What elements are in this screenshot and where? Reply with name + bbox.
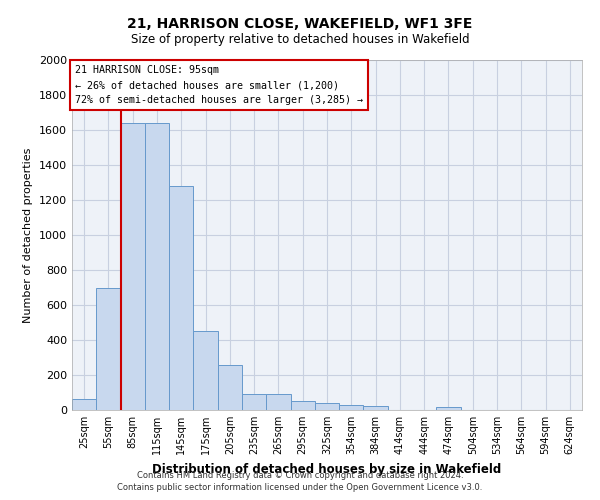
Y-axis label: Number of detached properties: Number of detached properties [23,148,34,322]
Bar [121,123,145,410]
Bar [193,331,218,410]
Text: 21 HARRISON CLOSE: 95sqm
← 26% of detached houses are smaller (1,200)
72% of sem: 21 HARRISON CLOSE: 95sqm ← 26% of detach… [74,66,362,105]
Text: 21, HARRISON CLOSE, WAKEFIELD, WF1 3FE: 21, HARRISON CLOSE, WAKEFIELD, WF1 3FE [127,18,473,32]
Bar [218,366,242,410]
Bar [290,401,315,410]
Bar [364,406,388,410]
Bar [339,405,364,410]
X-axis label: Distribution of detached houses by size in Wakefield: Distribution of detached houses by size … [152,462,502,475]
Bar [266,394,290,410]
Text: Size of property relative to detached houses in Wakefield: Size of property relative to detached ho… [131,32,469,46]
Bar [315,403,339,410]
Bar [145,123,169,410]
Bar [436,406,461,410]
Bar [72,398,96,410]
Bar [169,186,193,410]
Bar [96,288,121,410]
Bar [242,394,266,410]
Text: Contains HM Land Registry data © Crown copyright and database right 2024.
Contai: Contains HM Land Registry data © Crown c… [118,471,482,492]
